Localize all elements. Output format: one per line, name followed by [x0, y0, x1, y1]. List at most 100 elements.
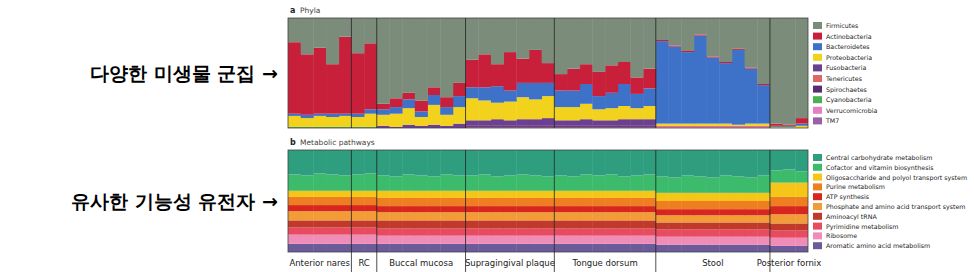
bar-segment	[618, 126, 631, 127]
bar-segment	[605, 206, 618, 212]
group-separator	[465, 150, 466, 272]
bar-segment	[516, 244, 529, 252]
bar-segment	[656, 209, 669, 215]
bar-segment	[732, 126, 745, 127]
bar-segment	[618, 106, 631, 119]
bar-segment	[415, 101, 428, 112]
bar-segment	[605, 126, 618, 127]
bars	[288, 150, 808, 252]
bar-segment	[783, 206, 796, 214]
bar-segment	[592, 176, 605, 191]
bar-segment	[415, 236, 428, 244]
bar-segment	[516, 174, 529, 190]
bar-segment	[313, 116, 326, 127]
bar-segment	[795, 231, 808, 238]
bar-segment	[745, 209, 758, 215]
bar-segment	[554, 126, 567, 127]
bar-segment	[592, 72, 605, 96]
bar-segment	[707, 126, 720, 127]
bar-segment	[377, 104, 390, 110]
bar-segment	[428, 212, 441, 220]
bar-segment	[643, 126, 656, 127]
bar-segment	[288, 150, 301, 174]
bar-segment	[580, 150, 593, 174]
bar-segment	[402, 229, 415, 236]
bar-segment	[783, 214, 796, 223]
bar-segment	[478, 198, 491, 206]
bar-segment	[288, 174, 301, 190]
bar-segment	[402, 206, 415, 212]
bar-segment	[428, 191, 441, 198]
bar-segment	[301, 197, 314, 205]
bar-segment	[656, 41, 669, 124]
bar-segment	[440, 244, 453, 252]
bar-segment	[719, 222, 732, 229]
bar-segment	[656, 18, 669, 40]
bar-segment	[656, 237, 669, 245]
bar-segment	[567, 18, 580, 69]
bar-segment	[466, 229, 479, 236]
bar-segment	[719, 150, 732, 176]
bar-segment	[719, 230, 732, 237]
bar-segment	[326, 205, 339, 211]
legend-label: Purine metabolism	[826, 183, 885, 190]
bar-segment	[529, 212, 542, 220]
bar-segment	[313, 197, 326, 205]
bar-segment	[757, 193, 770, 201]
bar-segment	[681, 18, 694, 51]
group-separator	[769, 150, 770, 272]
bar-segment	[694, 36, 707, 124]
bar-segment	[745, 193, 758, 201]
bar-segment	[554, 126, 567, 127]
bar-segment	[757, 237, 770, 245]
bar-segment	[719, 18, 732, 62]
bar-segment	[783, 231, 796, 238]
bar-segment	[377, 229, 390, 236]
panel-letter: b	[290, 138, 296, 147]
bar-segment	[630, 77, 643, 94]
bar-segment	[580, 126, 593, 127]
bar-segment	[694, 177, 707, 193]
bar-segment	[504, 206, 517, 212]
bar-segment	[516, 126, 529, 127]
bar-segment	[681, 52, 694, 124]
bar-segment	[466, 176, 479, 191]
bar-segment	[542, 83, 555, 96]
bar-segment	[567, 206, 580, 212]
legend-label: Pyrimidine metabolism	[826, 223, 898, 231]
bar-segment	[402, 93, 415, 100]
bar-segment	[504, 176, 517, 191]
bar-segment	[415, 176, 428, 191]
bar-segment	[783, 18, 796, 125]
bar-segment	[415, 220, 428, 228]
bar-segment	[554, 206, 567, 212]
bar-segment	[415, 117, 428, 126]
bar-segment	[592, 126, 605, 127]
bar-segment	[516, 97, 529, 119]
bar-segment	[732, 215, 745, 222]
bar-segment	[466, 126, 479, 127]
bar-segment	[466, 126, 479, 127]
bar-segment	[453, 107, 466, 124]
bar-segment	[681, 193, 694, 201]
legend-swatch	[813, 64, 822, 71]
bar-segment	[377, 109, 390, 115]
group-separator	[554, 18, 555, 128]
bar-segment	[478, 101, 491, 121]
bar-segment	[770, 231, 783, 238]
bar-segment	[567, 126, 580, 127]
bar-segment	[732, 50, 745, 125]
bar-segment	[605, 126, 618, 127]
bar-segment	[643, 206, 656, 212]
bar-segment	[440, 212, 453, 220]
bar-segment	[466, 212, 479, 220]
bar-segment	[580, 119, 593, 126]
bar-segment	[795, 118, 808, 124]
bar-segment	[770, 124, 783, 126]
bar-segment	[478, 244, 491, 252]
bar-segment	[351, 114, 364, 117]
bar-segment	[428, 198, 441, 206]
group-label: Posterior fornix	[757, 258, 822, 268]
bar-segment	[719, 245, 732, 252]
bar-segment	[428, 87, 441, 95]
